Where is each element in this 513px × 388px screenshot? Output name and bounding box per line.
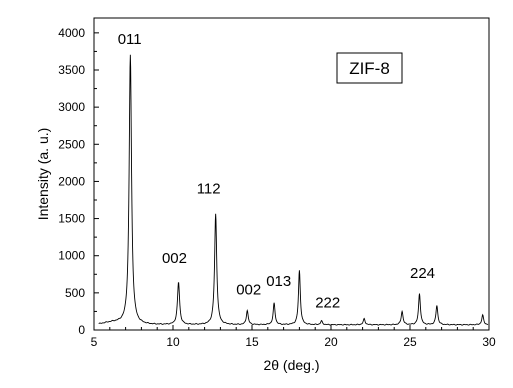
peak-label: 112 bbox=[197, 180, 221, 197]
sample-label-box bbox=[336, 52, 403, 84]
y-tick-label: 3500 bbox=[58, 63, 85, 77]
sample-label: ZIF-8 bbox=[349, 59, 390, 78]
xrd-pattern-line bbox=[98, 54, 489, 326]
y-tick-label: 1000 bbox=[58, 249, 85, 263]
x-tick-label: 30 bbox=[482, 335, 496, 349]
x-tick-label: 5 bbox=[91, 335, 98, 349]
peak-label: 224 bbox=[410, 265, 435, 282]
y-tick-label: 500 bbox=[65, 286, 85, 300]
peak-label: 222 bbox=[315, 295, 340, 312]
x-axis-title: 2θ (deg.) bbox=[263, 357, 319, 373]
y-tick-label: 4000 bbox=[58, 26, 85, 40]
peak-annotations: 011 002 112 002 013 222 224 bbox=[118, 31, 435, 312]
y-tick-label: 3000 bbox=[58, 100, 85, 114]
peak-label: 011 bbox=[118, 31, 142, 48]
plot-frame bbox=[93, 17, 490, 331]
x-tick-label: 15 bbox=[245, 335, 259, 349]
y-axis-title: Intensity (a. u.) bbox=[35, 128, 51, 221]
y-tick-label: 0 bbox=[78, 323, 85, 337]
y-tick-label: 2500 bbox=[58, 137, 85, 151]
x-tick-label: 10 bbox=[166, 335, 180, 349]
peak-label: 002 bbox=[162, 250, 187, 267]
peak-label: 002 bbox=[236, 281, 261, 298]
y-tick-label: 1500 bbox=[58, 212, 85, 226]
x-tick-label: 25 bbox=[403, 335, 417, 349]
x-tick-labels: 5 10 15 20 25 30 bbox=[91, 335, 496, 349]
y-tick-label: 2000 bbox=[58, 174, 85, 188]
y-tick-labels: 0 500 1000 1500 2000 2500 3000 3500 4000 bbox=[58, 26, 85, 337]
peak-label: 013 bbox=[266, 273, 291, 290]
x-tick-label: 20 bbox=[324, 335, 338, 349]
